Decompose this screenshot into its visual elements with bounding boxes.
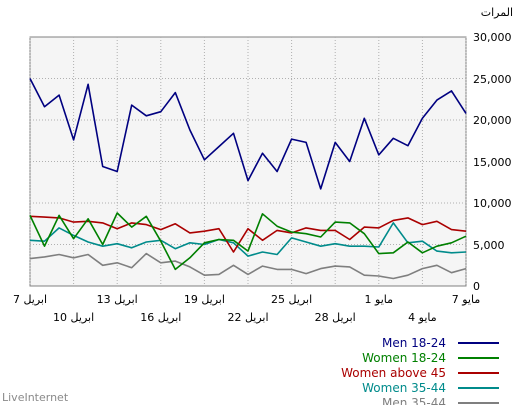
plot-area [29,36,467,287]
y-axis-title: المرات [481,6,513,19]
y-tick-label: 15,000 [473,156,512,169]
x-tick-label: 10 ابريل [53,311,94,324]
y-tick-label: 25,000 [473,73,512,86]
x-tick-label: 7 ابريل [13,293,47,306]
legend-label-men-35-44: Men 35-44 [382,396,446,405]
series-line-men-35-44 [29,252,467,280]
y-tick-label: 10,000 [473,197,512,210]
series-lines [29,78,467,280]
x-tick-label: 19 ابريل [184,293,225,306]
x-tick-label: 25 ابريل [271,293,312,306]
series-line-women-35-44 [29,222,467,257]
legend-label-women-35-44: Women 35-44 [362,381,446,395]
legend-label-women-18-24: Women 18-24 [362,351,446,365]
y-tick-label: 0 [473,280,480,293]
y-axis-ticks: 0 5,000 10,000 15,000 20,000 25,000 30,0… [473,31,512,293]
x-tick-label: 13 ابريل [97,293,138,306]
x-tick-label: 7 مايو [452,293,481,306]
y-tick-label: 30,000 [473,31,512,44]
legend-label-women-above-45: Women above 45 [341,366,446,380]
series-line-women-18-24 [29,212,467,271]
x-tick-label: 16 ابريل [140,311,181,324]
x-axis-ticks: 7 ابريل 10 ابريل 13 ابريل 16 ابريل 19 اب… [13,293,480,324]
legend-label-men-18-24: Men 18-24 [382,336,446,350]
x-tick-label: 4 مايو [408,311,437,324]
legend: Men 18-24 Women 18-24 Women above 45 Wom… [341,336,499,405]
y-tick-label: 5,000 [473,239,505,252]
series-line-women-above-45 [29,215,467,253]
x-tick-label: 28 ابريل [315,311,356,324]
series-line-men-18-24 [29,78,467,190]
brand-label: LiveInternet [2,391,69,404]
x-tick-label: 1 مايو [365,293,394,306]
x-tick-label: 22 ابريل [227,311,268,324]
y-tick-label: 20,000 [473,114,512,127]
